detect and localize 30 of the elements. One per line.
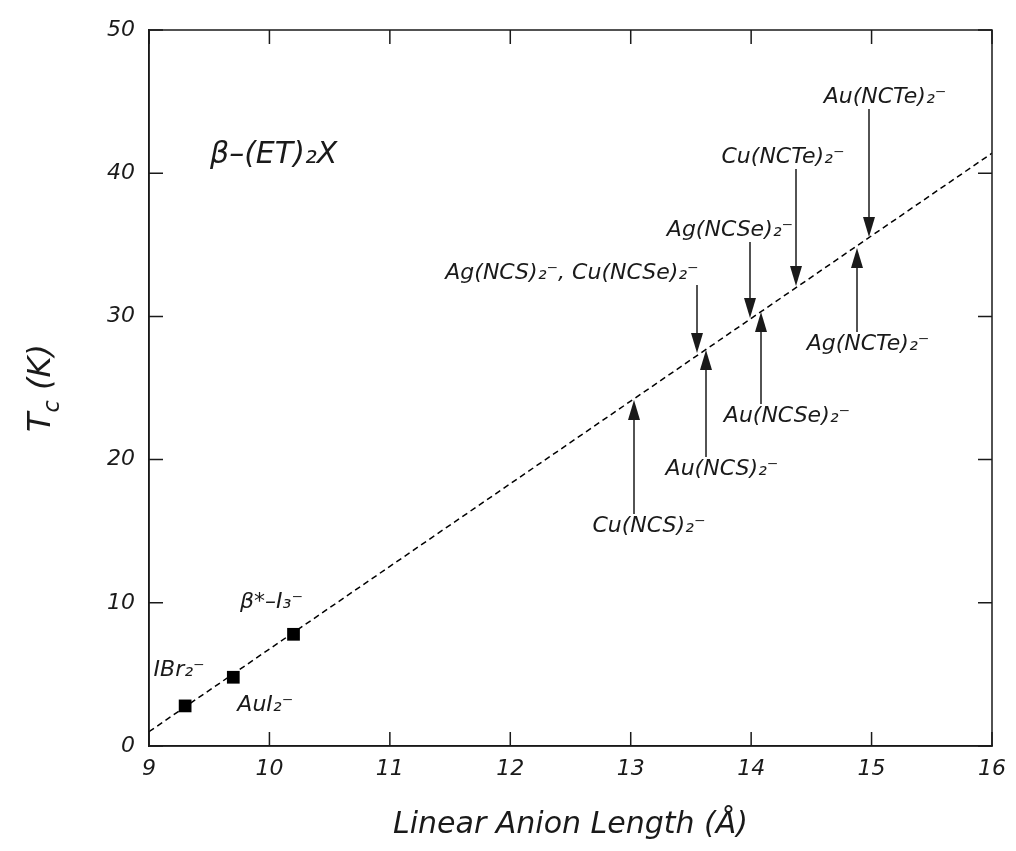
y-tick-label: 30 [107,302,135,328]
y-tick-label: 20 [107,445,135,471]
annotation: IBr₂⁻ [153,655,205,681]
annotation: β*–I₃⁻ [239,588,303,614]
y-tick-label: 40 [107,158,135,184]
x-tick-label: 11 [375,754,404,780]
annotation: Au(NCTe)₂⁻ [821,82,947,108]
annotation: Cu(NCS)₂⁻ [592,511,706,537]
y-tick-label: 0 [121,731,135,757]
point [226,670,240,684]
annotation: Au(NCSe)₂⁻ [721,401,851,427]
point [287,627,300,641]
x-tick-label: 14 [737,754,766,780]
x-tick-label: 12 [496,754,525,780]
annotation: Cu(NCTe)₂⁻ [721,142,845,168]
annotation: Au(NCS)₂⁻ [663,454,779,480]
x-tick-label: 16 [978,754,1006,780]
annotation: Ag(NCS)₂⁻, Cu(NCSe)₂⁻ [443,258,699,284]
x-tick-label: 15 [857,754,886,780]
x-tick-label: 9 [142,754,156,780]
x-axis-title: Linear Anion Length (Å) [392,804,749,840]
annotation: Ag(NCSe)₂⁻ [664,215,794,241]
annotation: AuI₂⁻ [235,690,294,716]
annotation: Ag(NCTe)₂⁻ [804,329,930,355]
y-tick-label: 10 [107,588,135,614]
x-tick-label: 13 [616,754,645,780]
annotation: β–(ET)₂X [209,134,339,170]
y-axis-title: Tc (K) [20,344,65,432]
y-tick-label: 50 [107,15,135,41]
x-tick-label: 10 [255,754,284,780]
